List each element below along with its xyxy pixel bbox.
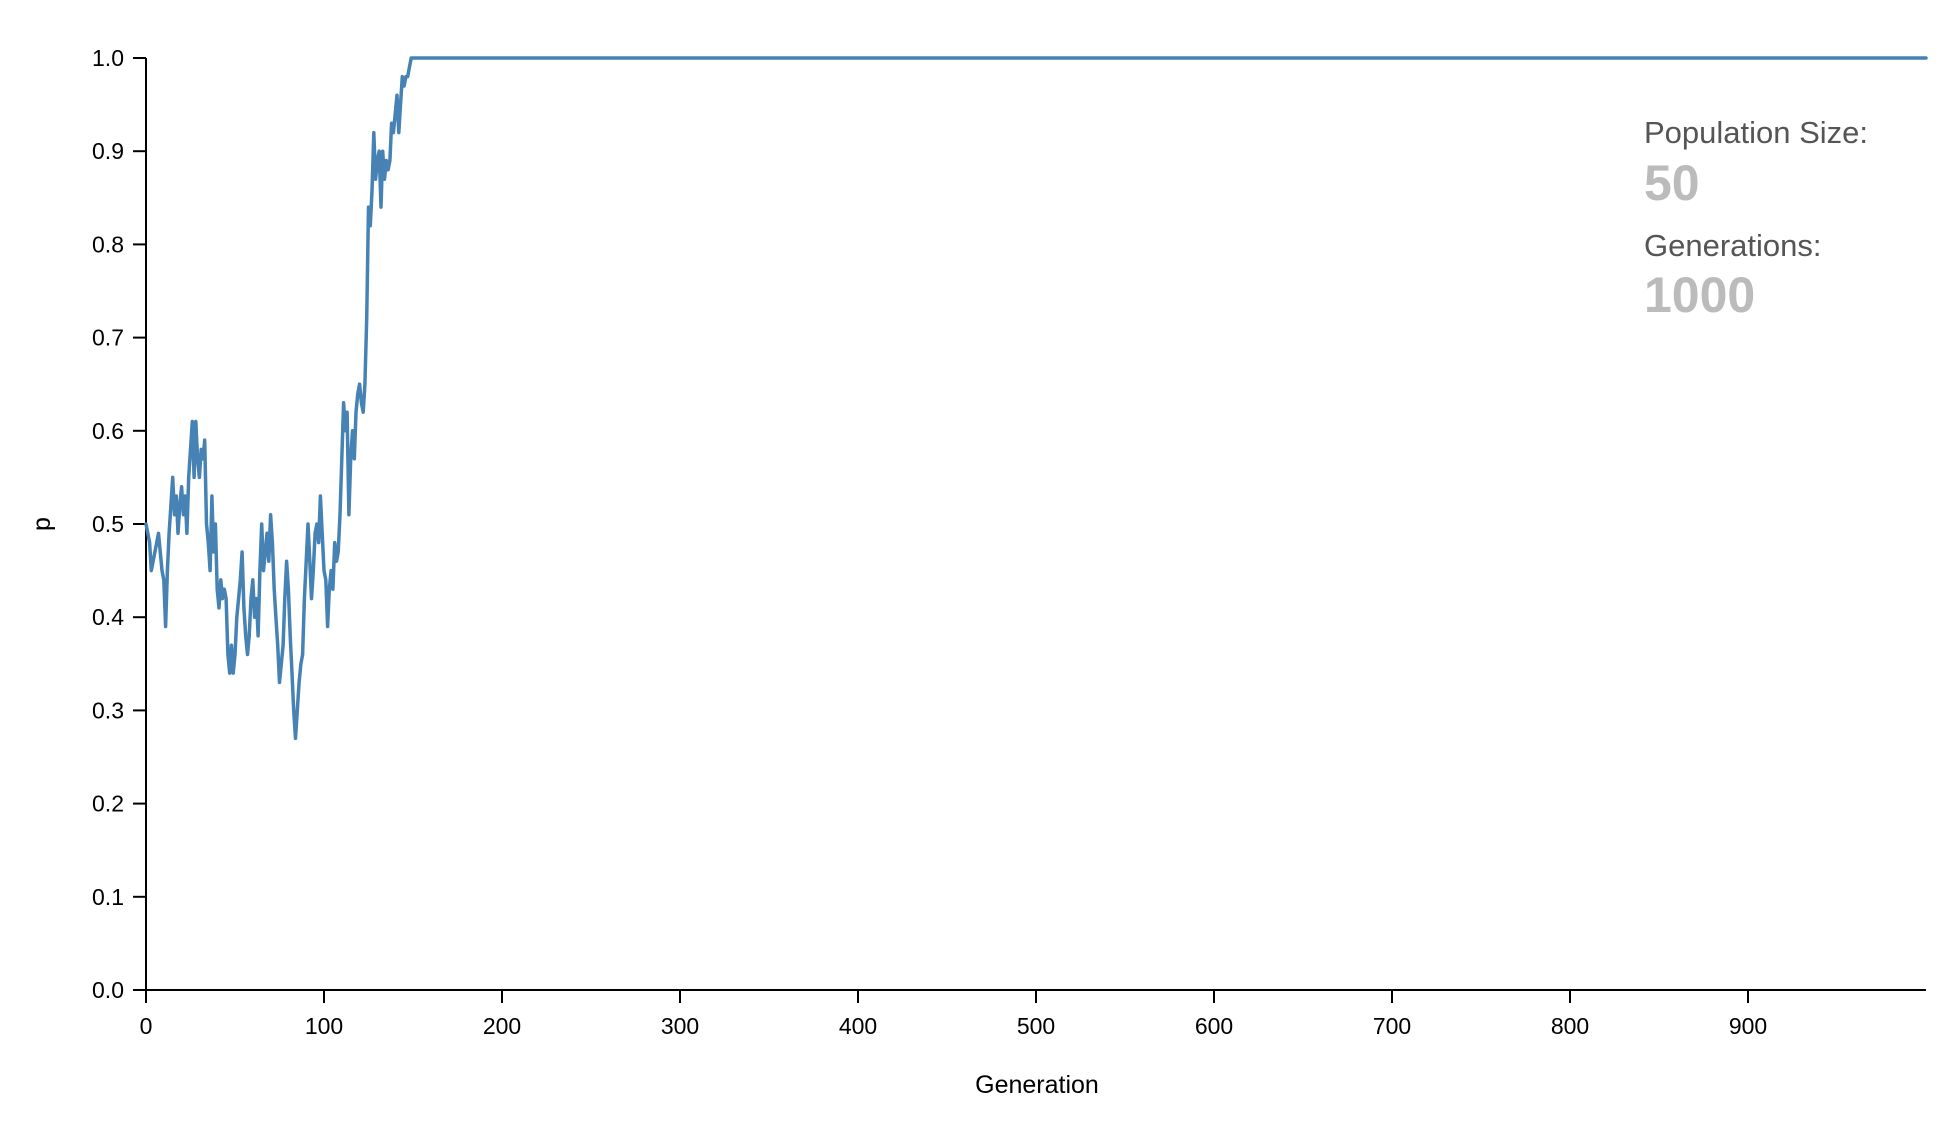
series-layer	[144, 56, 1928, 741]
y-tick-label: 0.7	[92, 325, 124, 351]
y-tick-label: 0.1	[92, 884, 124, 910]
x-tick-label: 900	[1729, 1013, 1767, 1039]
y-axis-title: p	[28, 517, 56, 531]
generations-value: 1000	[1644, 267, 1755, 323]
x-tick-label: 0	[140, 1013, 153, 1039]
x-tick-label: 300	[661, 1013, 699, 1039]
y-tick-label: 0.4	[92, 604, 124, 630]
x-tick-label: 400	[839, 1013, 877, 1039]
y-tick-label: 0.0	[92, 977, 124, 1003]
y-tick-label: 0.5	[92, 511, 124, 537]
y-tick-label: 0.9	[92, 138, 124, 164]
population-size-label: Population Size:	[1644, 115, 1868, 150]
x-tick-label: 500	[1017, 1013, 1055, 1039]
y-axis: 0.0 0.1 0.2 0.3 0.4 0.5 0.6 0.7 0.8 0.9 1.0	[92, 45, 147, 1003]
x-tick-label: 200	[483, 1013, 521, 1039]
y-tick-label: 0.6	[92, 418, 124, 444]
population-size-value: 50	[1644, 155, 1700, 211]
generations-label: Generations:	[1644, 228, 1822, 263]
y-tick-label: 1.0	[92, 45, 124, 71]
x-tick-label: 600	[1195, 1013, 1233, 1039]
x-tick-label: 100	[305, 1013, 343, 1039]
x-axis-title: Generation	[975, 1071, 1099, 1099]
y-tick-label: 0.3	[92, 697, 124, 723]
plot-area: 0.0 0.1 0.2 0.3 0.4 0.5 0.6 0.7 0.8 0.9 1.0 0 100 20…	[92, 45, 1928, 1039]
y-tick-label: 0.2	[92, 791, 124, 817]
x-tick-label: 800	[1551, 1013, 1589, 1039]
x-axis: 0 100 200 300 400 500 600 700 800 900	[140, 989, 1926, 1039]
series-line	[144, 56, 1928, 741]
info-panel: Population Size: 50 Generations: 1000	[1644, 115, 1868, 323]
x-tick-label: 700	[1373, 1013, 1411, 1039]
y-tick-label: 0.8	[92, 231, 124, 257]
